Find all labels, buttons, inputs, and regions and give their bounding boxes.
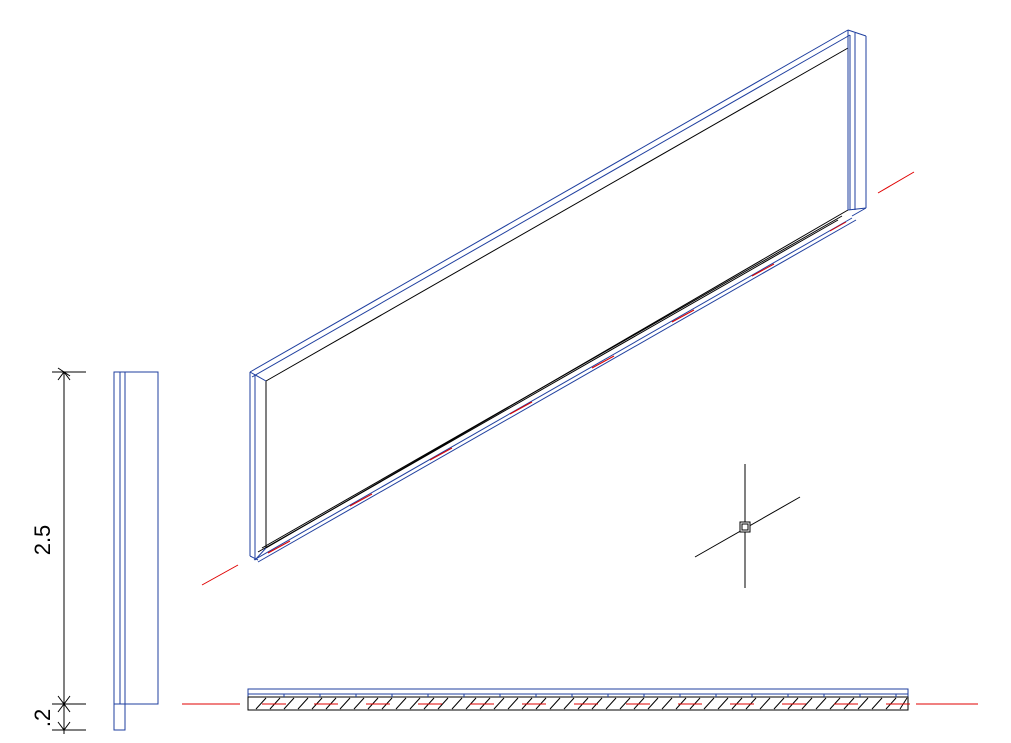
plan-section — [182, 688, 978, 711]
hatch-line — [507, 697, 519, 710]
hatch-line — [801, 697, 813, 710]
hatch-line — [297, 697, 309, 710]
hatch-line — [283, 697, 295, 710]
dimension-height-label: 2.5 — [30, 525, 55, 556]
wall-axis-dashes — [267, 221, 847, 554]
wall-outline — [249, 29, 867, 563]
axis-extension — [201, 171, 915, 586]
wall-inner-edges — [257, 47, 849, 553]
hatch-line — [773, 697, 785, 710]
side-elevation — [113, 371, 159, 731]
hatch-line — [605, 697, 617, 710]
hatch-line — [549, 697, 561, 710]
hatch-line — [353, 697, 365, 710]
hatch-line — [871, 697, 883, 710]
hatch-line — [717, 697, 729, 710]
hatch-line — [395, 697, 407, 710]
crosshair-origin-icon — [694, 464, 801, 588]
hatch-line — [409, 697, 421, 710]
plan-top-ticks — [283, 694, 897, 697]
dimension-thickness-label: .2 — [30, 709, 55, 727]
hatch-line — [493, 697, 505, 710]
hatch-line — [759, 697, 771, 710]
hatch-line — [703, 697, 715, 710]
isometric-wall-view — [201, 29, 915, 586]
hatch-line — [619, 697, 631, 710]
hatch-line — [339, 697, 351, 710]
hatch-line — [815, 697, 827, 710]
hatch-line — [451, 697, 463, 710]
hatch-line — [647, 697, 659, 710]
plan-top-layer — [247, 688, 909, 698]
hatch-line — [437, 697, 449, 710]
hatch-line — [857, 697, 869, 710]
hatch-line — [661, 697, 673, 710]
hatch-line — [255, 697, 267, 710]
dimension-chain — [52, 367, 86, 734]
hatch-line — [563, 697, 575, 710]
